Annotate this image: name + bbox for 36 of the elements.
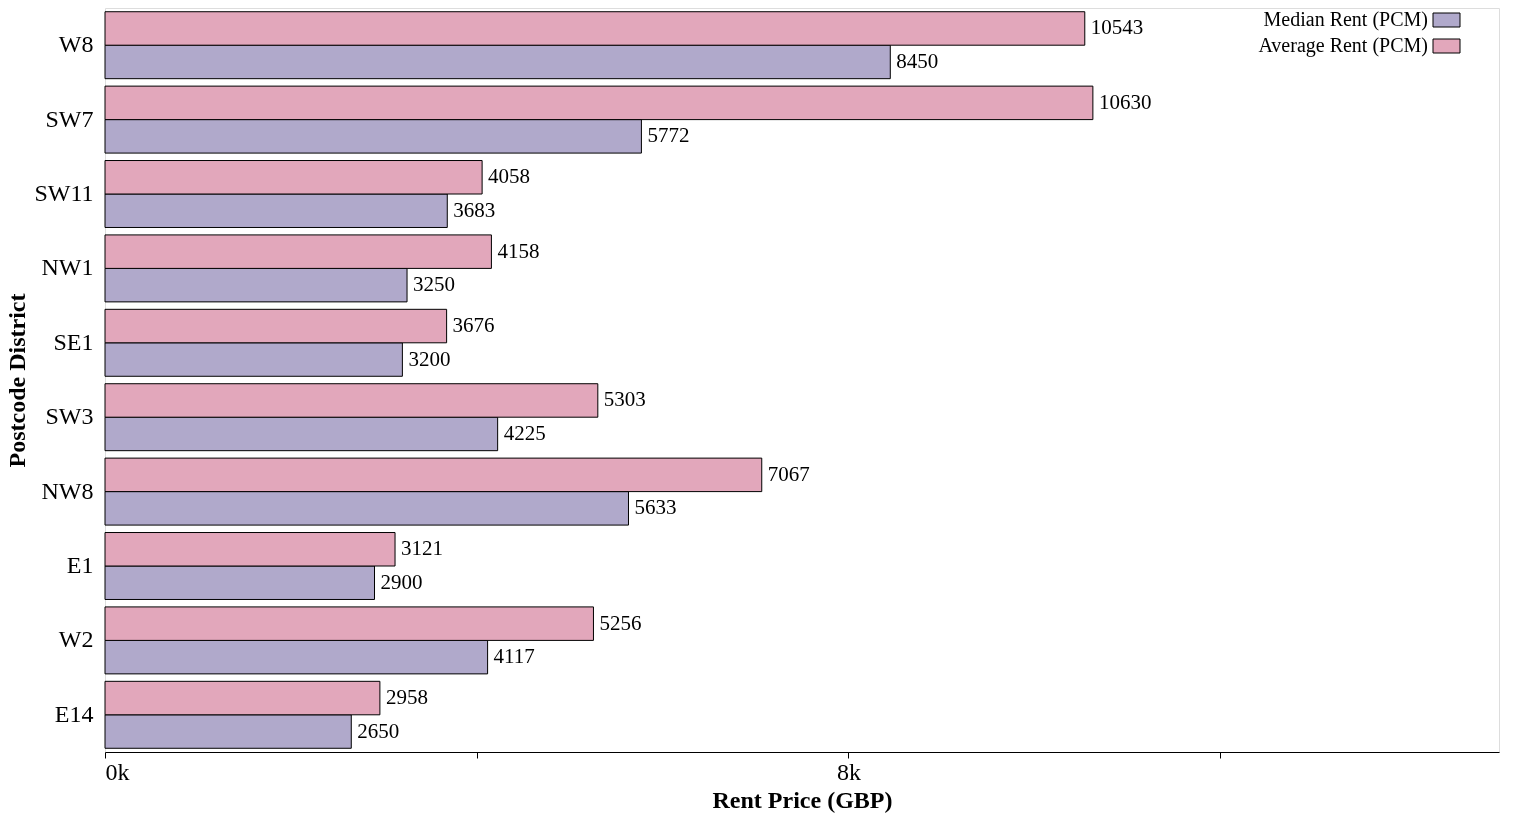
y-axis-title: Postcode District (4, 293, 31, 468)
legend-label: Median Rent (PCM) (1263, 8, 1428, 31)
data-label: 3676 (452, 313, 495, 338)
data-label: 5256 (599, 610, 642, 635)
y-tick-label: E14 (54, 700, 94, 727)
y-tick-label: NW1 (41, 254, 94, 281)
y-tick-label: NW8 (41, 477, 94, 504)
data-label: 10630 (1098, 89, 1152, 114)
data-label: 8450 (896, 48, 939, 73)
data-label: 5303 (603, 387, 646, 412)
data-label: 3683 (453, 197, 496, 222)
x-tick-label: 0k (105, 758, 130, 785)
data-label: 4158 (497, 238, 540, 263)
data-label: 7067 (767, 461, 810, 486)
data-label: 2650 (357, 718, 400, 743)
data-label: 10543 (1090, 15, 1144, 40)
data-label: 3250 (413, 272, 456, 297)
data-label: 3121 (401, 536, 444, 561)
y-tick-label: E1 (66, 552, 94, 578)
y-tick-label: SW3 (45, 403, 94, 430)
data-label: 4225 (503, 420, 546, 445)
data-label: 4058 (488, 164, 531, 189)
y-tick-label: W8 (58, 31, 94, 58)
x-axis-title: Rent Price (GBP) (712, 786, 893, 813)
data-label: 3200 (408, 346, 451, 371)
data-label: 5633 (634, 495, 677, 520)
data-label: 2900 (380, 569, 423, 594)
data-label: 2958 (385, 685, 428, 710)
legend-label: Average Rent (PCM) (1258, 34, 1428, 57)
y-tick-label: SW7 (45, 105, 94, 132)
y-tick-label: W2 (58, 626, 94, 653)
data-label: 4117 (493, 644, 535, 669)
x-tick-label: 8k (836, 758, 861, 785)
y-tick-label: SW11 (34, 180, 94, 206)
data-label: 5772 (647, 123, 690, 148)
y-tick-label: SE1 (53, 328, 94, 355)
